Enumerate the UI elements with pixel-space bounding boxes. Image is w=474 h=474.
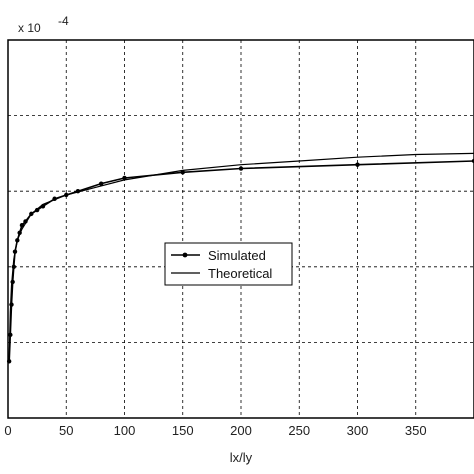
- x-tick-label-3: 150: [172, 423, 194, 438]
- legend: Simulated Theoretical: [164, 242, 293, 286]
- y-multiplier-exp: -4: [58, 14, 69, 28]
- x-tick-label-7: 350: [405, 423, 427, 438]
- series-line-theoretical: [8, 152, 474, 358]
- x-axis-label: lx/ly: [230, 450, 253, 465]
- legend-marker-simulated: [182, 252, 188, 258]
- data-point-simulated-16: [99, 181, 104, 186]
- x-tick-label-6: 300: [347, 423, 369, 438]
- x-tick-label-2: 100: [114, 423, 136, 438]
- grid-lines: [8, 40, 474, 418]
- data-point-simulated-18: [180, 170, 185, 175]
- x-tick-label-0: 0: [4, 423, 11, 438]
- data-point-simulated-2: [9, 302, 14, 307]
- legend-label-theoretical: Theoretical: [208, 266, 272, 281]
- x-tick-label-5: 250: [288, 423, 310, 438]
- x-tick-label-4: 200: [230, 423, 252, 438]
- legend-label-simulated: Simulated: [208, 248, 266, 263]
- legend-box: [164, 242, 293, 286]
- x-tick-label-1: 50: [59, 423, 73, 438]
- data-point-simulated-0: [6, 359, 12, 364]
- data-point-simulated-17: [122, 175, 127, 181]
- data-point-simulated-19: [238, 166, 244, 171]
- data-point-simulated-20: [355, 162, 360, 167]
- data-point-simulated-21: [471, 158, 474, 164]
- x-tick-labels: 0 50 100 150 200 250 300 350: [4, 423, 426, 438]
- y-multiplier-base: x 10: [18, 21, 41, 35]
- series-layer: [6, 152, 474, 364]
